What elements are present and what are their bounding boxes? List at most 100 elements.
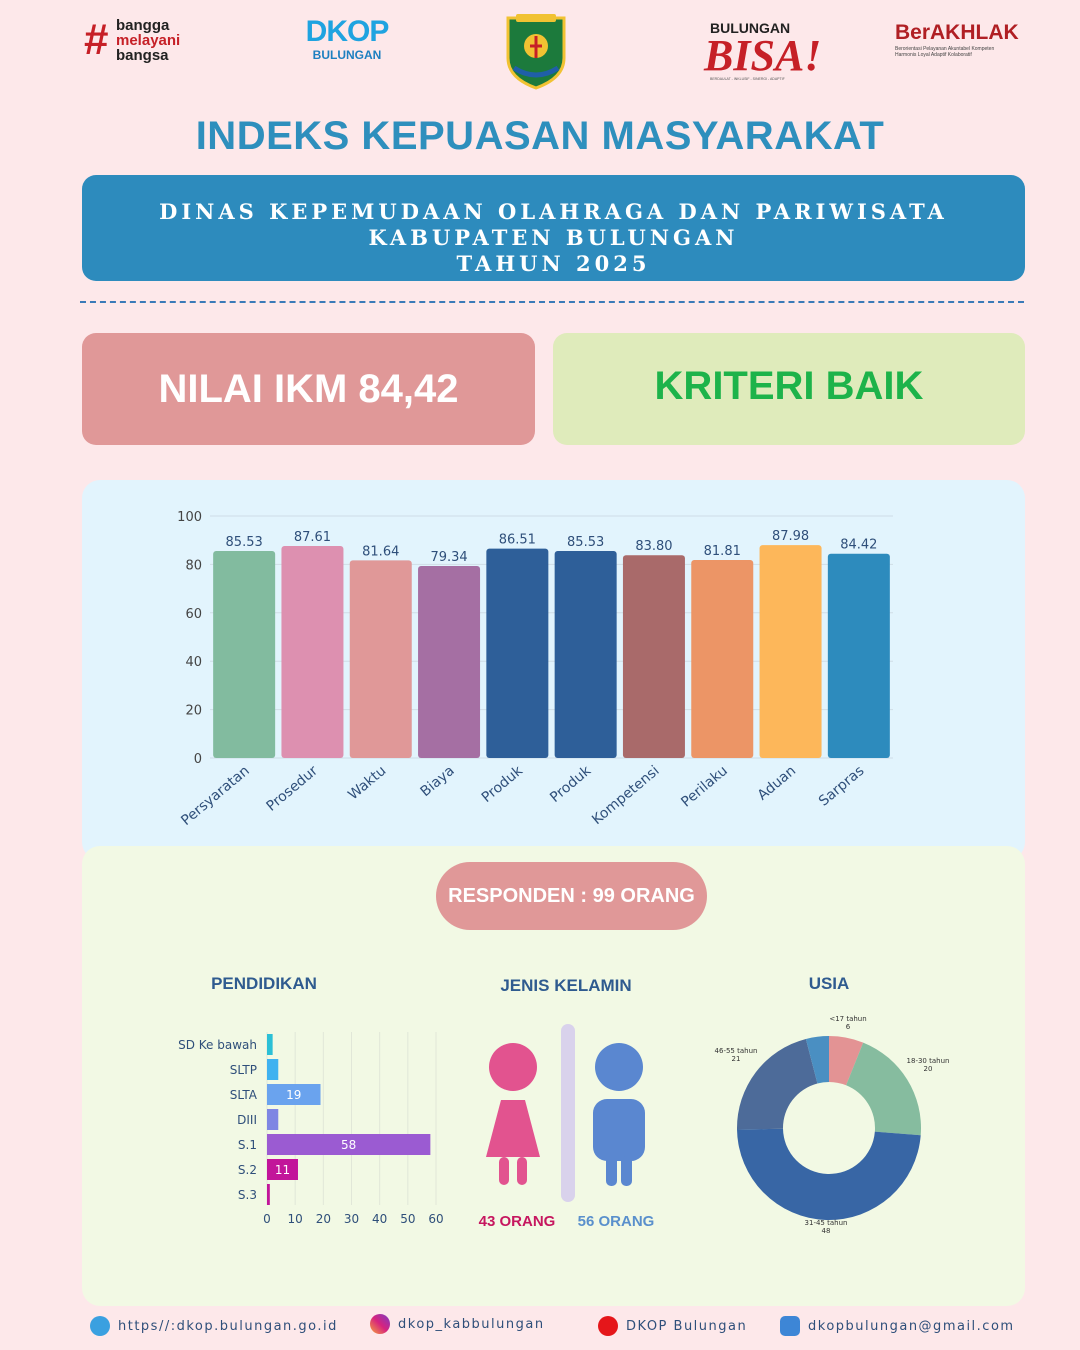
bar [267, 1184, 270, 1205]
bisa-top-text: BULUNGAN [710, 20, 791, 36]
y-tick-label: 60 [185, 607, 202, 622]
bar [267, 1059, 279, 1080]
x-tick-label: 50 [400, 1212, 415, 1226]
footer: https//:dkop.bulungan.go.id dkop_kabbulu… [0, 1312, 1080, 1342]
bar-value-label: 81.64 [362, 544, 399, 559]
ikm-bar-chart: 0 20 40 60 80 100 85.53 Persyaratan 87.61 Prosedu… [177, 510, 893, 829]
donut-slice [805, 1036, 829, 1084]
bangga-line1: bangga [116, 17, 170, 34]
ikm-bar-chart-panel: 0 20 40 60 80 100 85.53 Persyaratan 87.61 Prosedu… [82, 480, 1025, 860]
dkop-logo-text: DKOP [305, 15, 390, 48]
x-tick-label: 10 [288, 1212, 303, 1226]
instagram-icon [370, 1314, 390, 1334]
hash-icon: # [84, 15, 109, 64]
bar [691, 560, 754, 758]
x-category-label: Waktu [345, 763, 389, 804]
x-tick-label: 60 [428, 1212, 443, 1226]
footer-website[interactable]: https//:dkop.bulungan.go.id [90, 1312, 338, 1340]
bar [213, 551, 276, 758]
x-category-label: Sarpras [816, 763, 867, 810]
bisa-main-text: BISA! [704, 31, 822, 80]
bar-value-label: 81.81 [704, 544, 741, 559]
slice-value: 48 [822, 1227, 831, 1235]
y-tick-label: 20 [185, 704, 202, 719]
instagram-text: dkop_kabbulungan [398, 1316, 545, 1332]
category-label: S.3 [238, 1188, 257, 1202]
bangga-melayani-logo: # bangga melayani bangsa [84, 18, 194, 68]
jenis-kelamin-chart: 43 ORANG 56 ORANG [479, 1024, 655, 1230]
bar-value-label: 87.61 [294, 530, 331, 545]
bar-value-label: 79.34 [430, 550, 467, 565]
bar-value-label: 19 [286, 1088, 301, 1102]
slice-label: 46-55 tahun [715, 1047, 758, 1055]
slice-value: 21 [732, 1055, 741, 1063]
x-tick-label: 0 [263, 1212, 271, 1226]
pendidikan-chart: 0 10 20 30 40 50 60 SD Ke bawah SLTP SLTA 19 DIII S.… [178, 1032, 444, 1226]
y-tick-label: 0 [194, 752, 202, 767]
footer-instagram[interactable]: dkop_kabbulungan [370, 1310, 545, 1338]
ikm-score-box: NILAI IKM 84,42 [82, 333, 535, 445]
bar [486, 548, 549, 758]
bar [622, 555, 685, 758]
donut-slice [846, 1042, 921, 1136]
bar [267, 1034, 273, 1055]
agency-line3: TAHUN 2025 [456, 251, 651, 276]
male-count-label: 56 ORANG [578, 1213, 655, 1230]
bar-value-label: 83.80 [635, 539, 672, 554]
x-category-label: Biaya [418, 763, 458, 800]
x-category-label: Persyaratan [178, 763, 252, 829]
slice-label: <17 tahun [829, 1015, 866, 1023]
dkop-logo-sub: BULUNGAN [312, 48, 382, 62]
gender-divider [561, 1024, 575, 1202]
agency-line1: DINAS KEPEMUDAAN OLAHRAGA DAN PARIWISATA [159, 199, 948, 224]
category-label: SD Ke bawah [178, 1038, 257, 1052]
donut-slice [829, 1036, 864, 1086]
bar [827, 553, 890, 758]
bar [281, 545, 344, 758]
footer-youtube[interactable]: DKOP Bulungan [598, 1312, 747, 1340]
website-text: https//:dkop.bulungan.go.id [118, 1318, 338, 1334]
email-icon [780, 1316, 800, 1336]
agency-banner: DINAS KEPEMUDAAN OLAHRAGA DAN PARIWISATA… [82, 175, 1025, 281]
bar [349, 560, 412, 758]
slice-label: 18-30 tahun [907, 1057, 950, 1065]
youtube-text: DKOP Bulungan [626, 1318, 748, 1334]
bar [267, 1159, 298, 1180]
agency-line2: KABUPATEN BULUNGAN [368, 225, 739, 250]
dkop-logo: DKOP BULUNGAN [302, 16, 392, 66]
category-label: S.1 [238, 1138, 257, 1152]
slice-label: 31-45 tahun [805, 1219, 848, 1227]
bar-value-label: 87.98 [772, 529, 809, 544]
bar [759, 545, 822, 758]
category-label: SLTP [230, 1063, 257, 1077]
slice-value: 20 [924, 1065, 933, 1073]
y-tick-label: 40 [185, 655, 202, 670]
bangga-line3: bangsa [116, 47, 169, 64]
bar [267, 1084, 321, 1105]
bar [267, 1109, 279, 1130]
bar-value-label: 11 [275, 1163, 290, 1177]
bar [554, 551, 617, 758]
x-tick-label: 30 [344, 1212, 359, 1226]
y-tick-label: 80 [185, 558, 202, 573]
youtube-icon [598, 1316, 618, 1336]
email-text: dkopbulungan@gmail.com [808, 1318, 1015, 1334]
bar [267, 1134, 431, 1155]
bar-value-label: 86.51 [499, 533, 536, 548]
x-category-label: Perilaku [678, 763, 731, 811]
x-category-label: Aduan [755, 763, 799, 804]
footer-email[interactable]: dkopbulungan@gmail.com [780, 1312, 1015, 1340]
bar-value-label: 85.53 [226, 535, 263, 550]
x-tick-label: 20 [316, 1212, 331, 1226]
female-figure-icon [486, 1043, 540, 1185]
x-category-label: Kompetensi [589, 763, 662, 828]
globe-icon [90, 1316, 110, 1336]
berakhlak-tagline2: Harmonis Loyal Adaptif Kolaboratif [895, 52, 972, 58]
bulungan-emblem-icon [506, 14, 566, 90]
bar [418, 565, 481, 758]
berakhlak-text: BerAKHLAK [895, 21, 1019, 44]
y-tick-label: 100 [177, 510, 202, 525]
logo-bar: # bangga melayani bangsa DKOP BULUNGAN B… [0, 0, 1080, 100]
x-category-label: Prosedur [264, 763, 322, 815]
